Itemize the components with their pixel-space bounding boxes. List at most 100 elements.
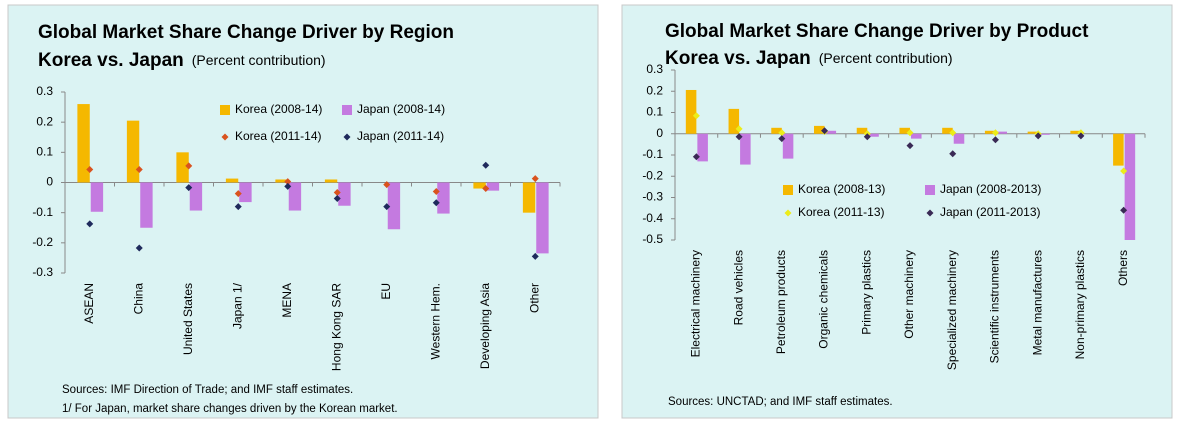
point (86, 166, 94, 174)
legend-label: Korea (2011-13) (798, 205, 885, 219)
point (1120, 206, 1128, 214)
panel (7, 4, 599, 419)
legend-swatch (784, 209, 792, 217)
bar (1039, 133, 1050, 135)
bar (239, 182, 252, 203)
point (432, 199, 440, 207)
y-tick-label: 0.3 (36, 84, 53, 98)
point (692, 153, 700, 161)
legend-swatch (221, 133, 229, 141)
point (383, 203, 391, 211)
point (906, 142, 914, 150)
y-tick-label: 0.1 (646, 105, 663, 119)
point (135, 244, 143, 252)
point (135, 166, 143, 174)
bar (856, 127, 868, 134)
legend-swatch (926, 209, 934, 217)
bar (90, 182, 104, 212)
bar (338, 182, 351, 206)
x-tick-label: Developing Asia (478, 283, 492, 369)
bar (176, 152, 189, 183)
bar (996, 131, 1007, 134)
note: Sources: UNCTAD; and IMF staff estimates… (668, 396, 893, 408)
legend-swatch (783, 185, 793, 195)
bar (126, 120, 140, 183)
y-tick-label: 0 (656, 126, 663, 140)
point (735, 125, 743, 133)
point (482, 185, 490, 193)
bar (387, 182, 401, 230)
panel (621, 4, 1173, 419)
point (906, 129, 914, 137)
x-tick-label: Petroleum products (774, 250, 788, 354)
chart-subtitle: Korea vs. Japan (Percent contribution) (38, 50, 326, 71)
bar (275, 179, 288, 183)
x-tick-label: China (131, 283, 145, 315)
bar (782, 133, 794, 159)
legend-swatch (342, 105, 352, 115)
point (531, 252, 539, 260)
legend-label: Korea (2008-13) (798, 182, 885, 196)
legend-label: Japan (2011-14) (357, 129, 444, 143)
note: 1/ For Japan, market share changes drive… (62, 403, 398, 415)
point (1077, 132, 1085, 140)
point (284, 182, 292, 190)
point (185, 184, 193, 192)
bar (825, 130, 837, 134)
bar (1124, 133, 1136, 240)
bar (868, 133, 879, 137)
bar (1113, 133, 1124, 166)
y-tick-label: -0.3 (642, 190, 663, 204)
x-tick-label: Primary plastics (859, 250, 873, 335)
x-tick-label: United States (181, 283, 195, 355)
point (991, 136, 999, 144)
point (821, 127, 829, 135)
y-tick-label: -0.1 (32, 205, 53, 219)
point (234, 203, 242, 211)
point (284, 178, 292, 186)
y-tick-label: 0.3 (646, 62, 663, 76)
y-tick-label: -0.4 (642, 211, 663, 225)
y-tick-label: 0.2 (646, 83, 663, 97)
y-tick-label: 0 (46, 175, 53, 189)
chart-title: Global Market Share Change Driver by Reg… (38, 22, 454, 43)
x-tick-label: Hong Kong SAR (329, 283, 343, 371)
bar (740, 133, 751, 165)
x-tick-label: Others (1116, 250, 1130, 286)
legend-label: Japan (2011-2013) (940, 205, 1041, 219)
point (1120, 167, 1128, 175)
point (185, 162, 193, 170)
y-tick-label: -0.2 (642, 168, 663, 182)
bar (437, 182, 450, 214)
x-tick-label: Other machinery (902, 250, 916, 339)
legend-label: Korea (2011-14) (235, 129, 322, 143)
point (863, 133, 871, 141)
y-tick-label: -0.3 (32, 265, 53, 279)
bar (486, 182, 500, 191)
bar (771, 127, 782, 134)
legend-label: Japan (2008-2013) (940, 182, 1041, 196)
x-tick-label: Organic chemicals (817, 250, 831, 349)
bar (473, 182, 486, 189)
bar (899, 127, 910, 134)
bar (685, 89, 697, 134)
point (482, 161, 490, 169)
bar (77, 104, 90, 183)
bar (1070, 130, 1081, 134)
point (778, 135, 786, 143)
x-tick-label: EU (379, 283, 393, 300)
legend-swatch (925, 185, 935, 195)
x-tick-label: MENA (280, 283, 294, 318)
bar (697, 133, 708, 162)
point (949, 150, 957, 158)
point (234, 190, 242, 198)
point (383, 181, 391, 189)
x-tick-label: Japan 1/ (230, 282, 244, 329)
x-tick-label: Western Hem. (428, 283, 442, 359)
bar (984, 130, 996, 134)
point (692, 112, 700, 120)
bar (814, 125, 825, 134)
point (432, 188, 440, 196)
x-tick-label: ASEAN (82, 283, 96, 324)
